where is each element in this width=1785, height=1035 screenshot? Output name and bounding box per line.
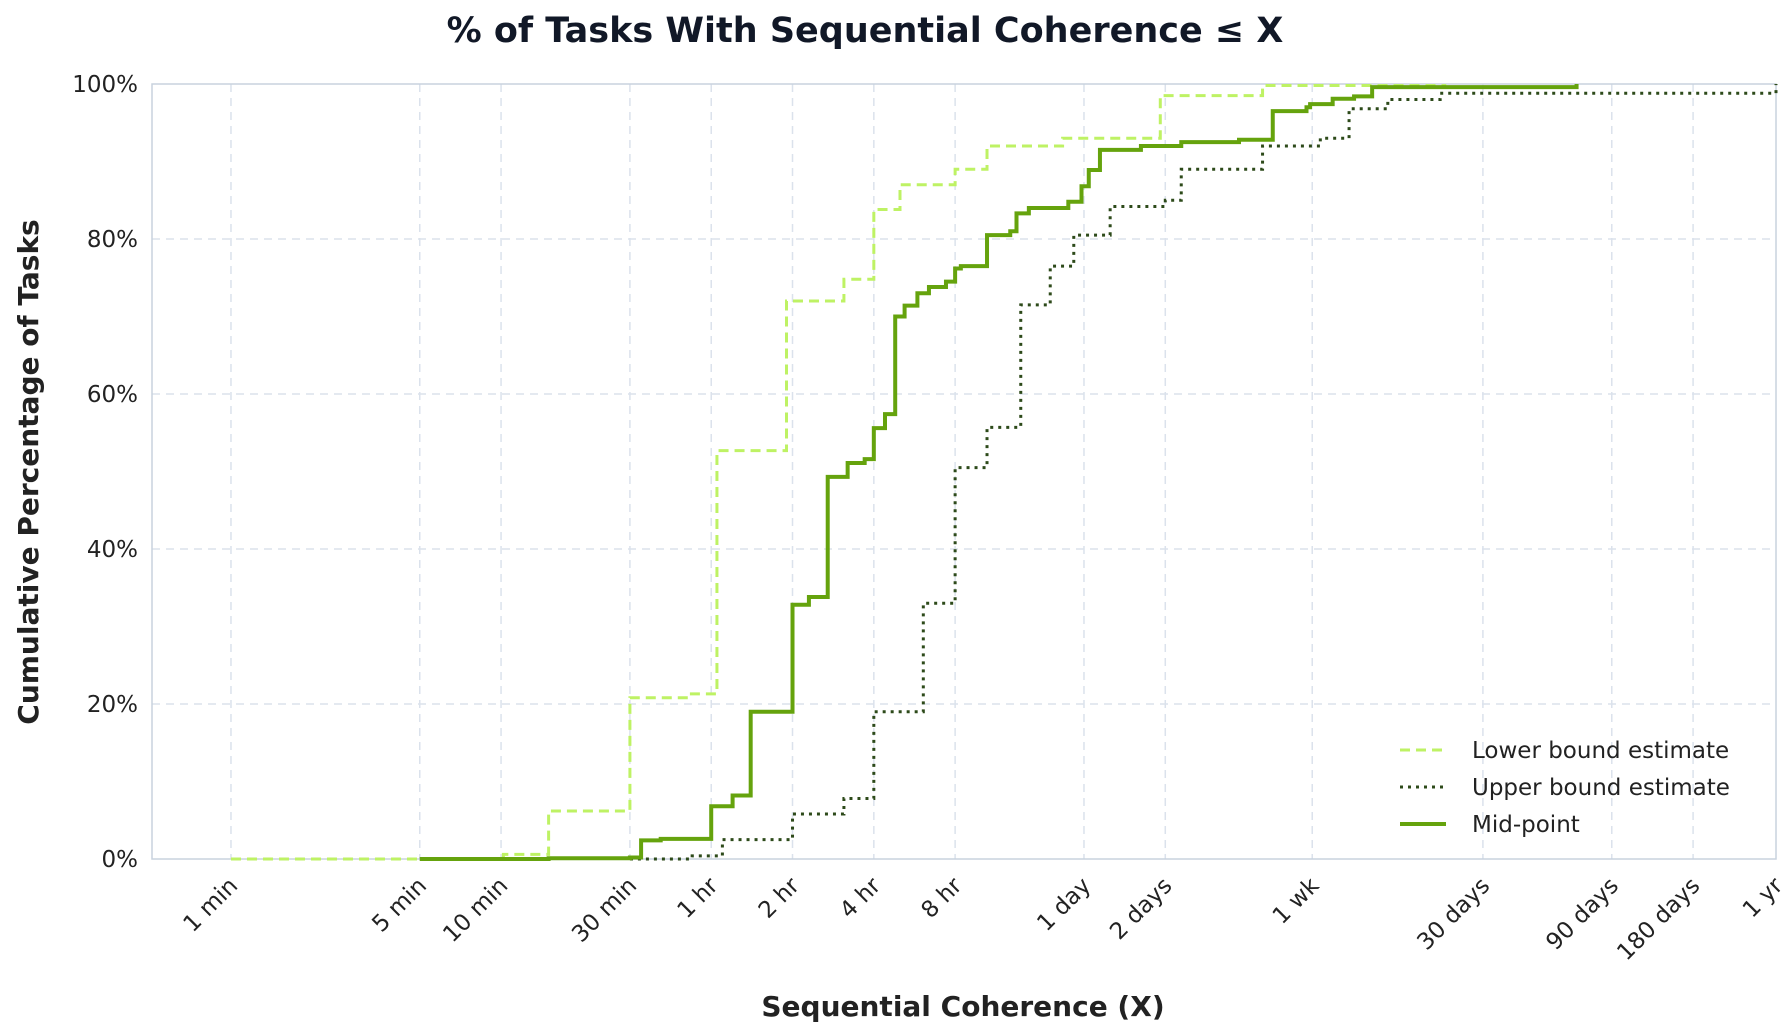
x-tick-label: 30 days xyxy=(1413,873,1496,956)
x-tick-label: 2 days xyxy=(1105,873,1177,945)
x-tick-labels: 1 min 5 min 10 min 30 min 1 hr 2 hr 4 hr 8 hr 1 … xyxy=(179,872,1785,965)
x-tick-label: 1 min xyxy=(179,873,244,938)
x-tick-label: 8 hr xyxy=(916,872,967,923)
x-tick-label: 10 min xyxy=(438,873,513,948)
series-line-2 xyxy=(419,84,1579,861)
x-tick-label: 180 days xyxy=(1612,873,1705,966)
legend-label: Mid-point xyxy=(1472,812,1580,838)
x-tick-label: 1 yr xyxy=(1738,872,1785,923)
series-line-0 xyxy=(230,84,1447,861)
x-tick-label: 5 min xyxy=(367,873,432,938)
x-tick-label: 1 hr xyxy=(673,872,724,923)
legend-label: Upper bound estimate xyxy=(1472,775,1730,801)
y-tick-label: 40% xyxy=(87,537,138,563)
legend: Lower bound estimate Upper bound estimate… xyxy=(1400,738,1730,838)
x-tick-label: 30 min xyxy=(567,873,642,948)
plot-frame xyxy=(151,83,1777,860)
y-tick-labels: 0% 20% 40% 60% 80% 100% xyxy=(72,72,138,873)
y-axis-label: Cumulative Percentage of Tasks xyxy=(12,219,45,724)
x-tick-label: 90 days xyxy=(1541,873,1624,956)
x-tick-label: 4 hr xyxy=(835,872,886,923)
x-axis-label: Sequential Coherence (X) xyxy=(761,990,1164,1023)
y-tick-label: 20% xyxy=(87,692,138,718)
chart-title: % of Tasks With Sequential Coherence ≤ X xyxy=(447,11,1284,51)
x-tick-label: 2 hr xyxy=(754,872,805,923)
series-lines xyxy=(230,84,1778,861)
x-tick-label: 1 wk xyxy=(1268,872,1325,929)
y-tick-label: 100% xyxy=(72,72,138,98)
x-tick-label: 1 day xyxy=(1032,873,1096,937)
series-line-1 xyxy=(629,84,1778,861)
legend-label: Lower bound estimate xyxy=(1472,738,1729,764)
y-tick-label: 0% xyxy=(102,847,139,873)
y-tick-label: 60% xyxy=(87,382,138,408)
y-tick-label: 80% xyxy=(87,227,138,253)
